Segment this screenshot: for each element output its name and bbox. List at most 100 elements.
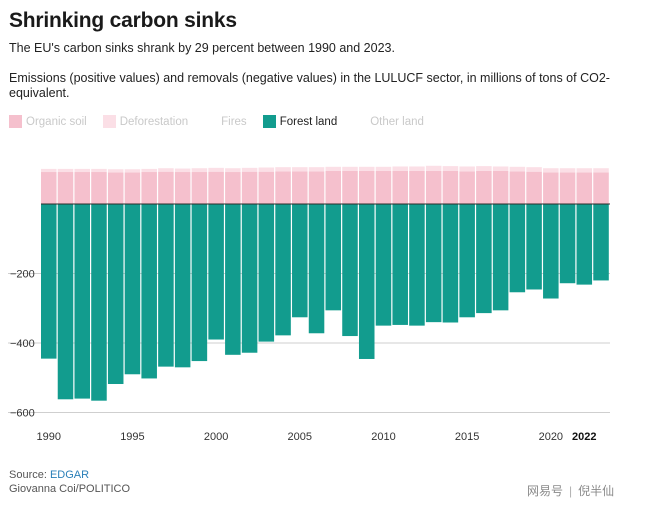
bar-deforestation-2001 bbox=[225, 168, 241, 173]
legend-label-fires: Fires bbox=[221, 115, 247, 128]
bar-forest-land-2004 bbox=[275, 204, 291, 336]
bar-deforestation-2010 bbox=[375, 166, 392, 171]
x-tick-label-2000: 2000 bbox=[204, 431, 228, 443]
bar-forest-land-1993 bbox=[91, 204, 107, 401]
bar-forest-land-2015 bbox=[459, 204, 475, 318]
bar-deforestation-2002 bbox=[241, 167, 258, 172]
x-tick-label-1995: 1995 bbox=[120, 431, 144, 443]
bar-organic-soil-2019 bbox=[526, 171, 542, 204]
legend-swatch-deforestation bbox=[102, 115, 116, 128]
bar-organic-soil-2000 bbox=[208, 171, 224, 204]
bar-deforestation-2005 bbox=[292, 167, 308, 172]
legend-swatch-organic-soil bbox=[9, 115, 22, 128]
legend-item-other-land[interactable]: Other land bbox=[353, 115, 424, 128]
chart-description: Emissions (positive values) and removals… bbox=[9, 71, 610, 100]
bar-deforestation-1995 bbox=[124, 169, 141, 173]
bar-organic-soil-2008 bbox=[342, 170, 358, 204]
bar-forest-land-2018 bbox=[509, 204, 526, 293]
bar-forest-land-2002 bbox=[241, 204, 258, 353]
bar-deforestation-2008 bbox=[342, 166, 358, 171]
bar-organic-soil-1994 bbox=[107, 172, 124, 204]
x-tick-label-2020: 2020 bbox=[539, 431, 563, 443]
bar-deforestation-1994 bbox=[107, 169, 124, 173]
bar-deforestation-1992 bbox=[74, 168, 91, 173]
bar-deforestation-2017 bbox=[492, 166, 509, 171]
bar-deforestation-2022 bbox=[576, 168, 593, 173]
bar-forest-land-2009 bbox=[358, 204, 375, 359]
bar-forest-land-2020 bbox=[543, 204, 559, 299]
bar-forest-land-2012 bbox=[409, 204, 425, 326]
watermark-right: 倪半仙 bbox=[578, 484, 615, 498]
y-tick-label-200: −200 bbox=[10, 269, 35, 281]
legend-swatch-fires bbox=[204, 115, 218, 128]
y-tick-label-600: −600 bbox=[10, 408, 35, 420]
bar-forest-land-2008 bbox=[342, 204, 358, 337]
bar-deforestation-2007 bbox=[325, 166, 342, 171]
bar-forest-land-1997 bbox=[158, 204, 174, 367]
legend-item-fires[interactable]: Fires bbox=[204, 115, 247, 128]
bar-forest-land-2006 bbox=[308, 204, 325, 334]
bar-organic-soil-2002 bbox=[241, 171, 258, 204]
bar-forest-land-2022 bbox=[576, 204, 593, 285]
bar-forest-land-2003 bbox=[258, 204, 275, 342]
bar-deforestation-2003 bbox=[258, 167, 275, 172]
bar-deforestation-2020 bbox=[543, 168, 559, 173]
legend-label-other-land: Other land bbox=[370, 115, 424, 128]
bar-forest-land-2017 bbox=[492, 204, 509, 311]
bar-organic-soil-2022 bbox=[576, 172, 593, 204]
bar-deforestation-1996 bbox=[141, 168, 157, 173]
bar-organic-soil-2020 bbox=[543, 172, 559, 204]
bar-deforestation-2009 bbox=[358, 166, 375, 171]
legend-swatch-forest-land bbox=[262, 115, 276, 128]
source-label: Source: bbox=[9, 469, 50, 481]
axis-layer: 1990 1995 2000 2005 2010 2015 2020 2022 bbox=[37, 203, 610, 443]
bar-deforestation-2000 bbox=[208, 167, 224, 172]
bar-organic-soil-2023 bbox=[593, 172, 609, 204]
chart-title: Shrinking carbon sinks bbox=[9, 9, 237, 32]
bar-organic-soil-1998 bbox=[174, 172, 191, 204]
legend-item-deforestation[interactable]: Deforestation bbox=[102, 115, 189, 128]
bar-forest-land-1999 bbox=[191, 204, 208, 362]
source-link[interactable]: EDGAR bbox=[49, 469, 90, 481]
y-tick-label-400: −400 bbox=[10, 338, 35, 350]
bar-deforestation-2019 bbox=[526, 167, 542, 172]
x-tick-label-2010: 2010 bbox=[371, 431, 395, 443]
watermark-separator: | bbox=[569, 483, 573, 498]
bar-organic-soil-1992 bbox=[74, 172, 91, 204]
bar-organic-soil-2015 bbox=[459, 171, 475, 204]
legend-label-organic-soil: Organic soil bbox=[26, 115, 87, 128]
bar-organic-soil-2016 bbox=[476, 170, 492, 204]
bar-forest-land-1994 bbox=[107, 204, 124, 385]
bar-organic-soil-2010 bbox=[375, 170, 392, 204]
bar-organic-soil-2006 bbox=[308, 171, 325, 204]
bar-forest-land-2011 bbox=[392, 204, 408, 325]
bar-organic-soil-2003 bbox=[258, 171, 275, 204]
bar-forest-land-2001 bbox=[225, 204, 241, 355]
bar-organic-soil-1995 bbox=[124, 172, 141, 204]
bar-organic-soil-2017 bbox=[492, 170, 509, 204]
bar-organic-soil-2018 bbox=[509, 171, 526, 204]
bar-forest-land-2016 bbox=[476, 204, 492, 314]
bar-deforestation-1998 bbox=[174, 168, 191, 173]
bar-deforestation-1991 bbox=[57, 168, 74, 173]
legend: Organic soil Deforestation Fires Forest … bbox=[9, 115, 440, 128]
x-tick-label-2022: 2022 bbox=[572, 431, 596, 443]
bar-organic-soil-2005 bbox=[292, 171, 308, 204]
legend-item-organic-soil[interactable]: Organic soil bbox=[9, 115, 87, 128]
bar-forest-land-1990 bbox=[41, 204, 57, 359]
bar-deforestation-2016 bbox=[476, 166, 492, 171]
legend-item-forest-land[interactable]: Forest land bbox=[262, 115, 338, 128]
watermark-left: 网易号 bbox=[527, 484, 564, 498]
bar-organic-soil-2021 bbox=[559, 172, 576, 204]
bar-forest-land-1996 bbox=[141, 204, 157, 379]
legend-label-deforestation: Deforestation bbox=[119, 115, 189, 128]
bar-deforestation-2006 bbox=[308, 167, 325, 172]
legend-swatch-other-land bbox=[353, 115, 367, 128]
bar-organic-soil-2001 bbox=[225, 172, 241, 204]
bar-forest-land-2000 bbox=[208, 204, 224, 340]
bar-deforestation-2013 bbox=[425, 165, 442, 171]
watermark: 网易号 | 倪半仙 bbox=[527, 482, 614, 499]
x-tick-label-1990: 1990 bbox=[37, 431, 61, 443]
bar-forest-land-2013 bbox=[425, 204, 442, 323]
legend-label-forest-land: Forest land bbox=[279, 115, 338, 128]
